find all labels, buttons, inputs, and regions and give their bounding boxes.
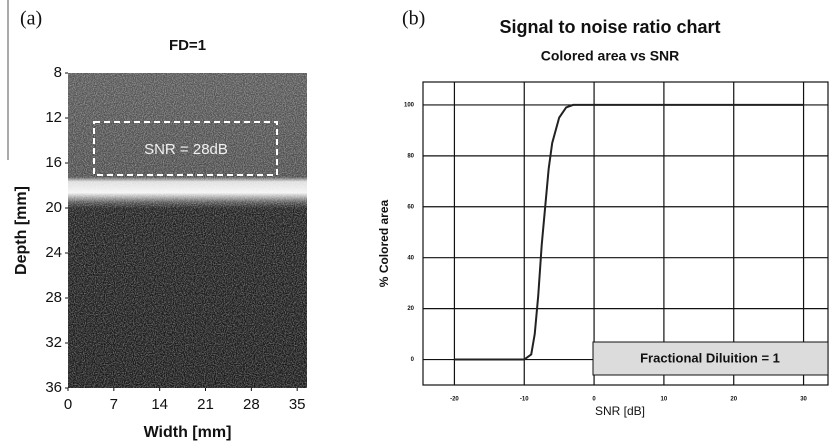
x-tick-label: 20	[730, 397, 737, 403]
y-tick-label: 20	[407, 306, 414, 312]
x-tick-label: -20	[450, 397, 459, 403]
x-tick-label: 10	[661, 397, 668, 403]
panel-label: (a)	[20, 8, 42, 30]
x-axis-label: SNR [dB]	[595, 404, 645, 418]
chart-title: Signal to noise ratio chart	[499, 17, 720, 37]
y-tick-label: 32	[45, 334, 62, 351]
y-tick-label: 80	[407, 153, 414, 159]
roi-label: SNR = 28dB	[144, 141, 228, 158]
y-tick-label: 0	[411, 357, 415, 363]
y-tick-label: 16	[45, 154, 62, 171]
chart-title: FD=1	[169, 37, 206, 54]
x-tick-label: 28	[243, 396, 260, 413]
x-tick-label: 14	[151, 396, 168, 413]
y-tick-label: 20	[45, 199, 62, 216]
y-tick-label: 40	[407, 255, 414, 261]
x-tick-label: 0	[592, 397, 596, 403]
y-tick-label: 36	[45, 379, 62, 396]
x-tick-label: 35	[289, 396, 306, 413]
x-tick-label: 30	[800, 397, 807, 403]
y-axis-label: % Colored area	[377, 199, 391, 287]
panel-label: (b)	[402, 8, 425, 30]
speckle	[68, 73, 307, 388]
x-tick-label: 21	[197, 396, 214, 413]
x-tick-label: 7	[110, 396, 118, 413]
y-tick-label: 24	[45, 244, 62, 261]
x-tick-label: -10	[520, 397, 529, 403]
chart-subtitle: Colored area vs SNR	[541, 48, 680, 64]
y-tick-label: 8	[54, 64, 62, 81]
y-axis-label: Depth [mm]	[13, 186, 30, 275]
x-axis-label: Width [mm]	[144, 424, 232, 441]
x-tick-label: 0	[64, 396, 72, 413]
y-tick-label: 100	[404, 102, 415, 108]
y-tick-label: 12	[45, 109, 62, 126]
y-tick-label: 60	[407, 204, 414, 210]
figure: (a)FD=1SNR = 28dB81216202428323607142128…	[0, 0, 831, 445]
annotation: Fractional Diluition = 1	[640, 350, 780, 365]
y-tick-label: 28	[45, 289, 62, 306]
plot-frame	[423, 82, 828, 385]
